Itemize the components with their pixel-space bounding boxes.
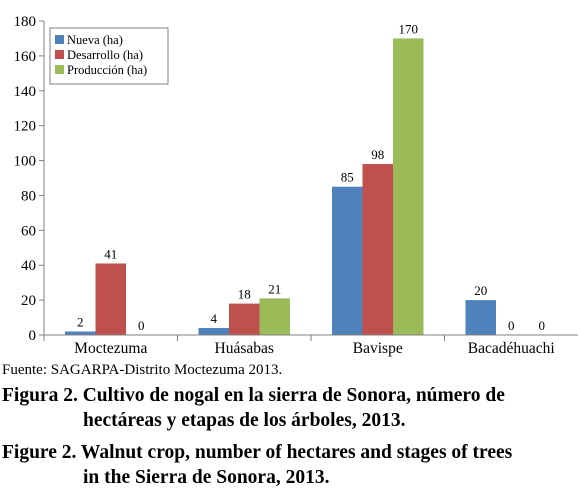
axes (43, 21, 578, 341)
caption-english-line-2: in the Sierra de Sonora, 2013. (83, 467, 330, 488)
data-label-bacadehuachi-nueva-ha: 20 (474, 283, 487, 298)
bars (65, 38, 496, 335)
y-tick-label: 160 (14, 49, 37, 65)
x-tick-label: Bavispe (353, 340, 403, 357)
legend-label-produccion-ha: Producción (ha) (67, 63, 147, 77)
bar-bavispe-nueva-ha (332, 186, 363, 335)
data-label-huasabas-produccion-ha: 21 (268, 281, 281, 296)
y-tick-label: 180 (14, 14, 37, 30)
bar-huasabas-produccion-ha (259, 298, 290, 335)
data-label-huasabas-nueva-ha: 4 (211, 311, 218, 326)
data-label-bacadehuachi-desarrollo-ha: 0 (508, 318, 515, 333)
legend-swatch-produccion-ha (55, 65, 64, 74)
data-label-bavispe-nueva-ha: 85 (341, 170, 354, 185)
y-tick-label: 20 (21, 293, 36, 309)
data-label-bavispe-produccion-ha: 170 (399, 21, 419, 36)
source-note: Fuente: SAGARPA-Distrito Moctezuma 2013. (2, 362, 283, 378)
y-axis-ticks: 0 20 40 60 80 100 120 140 160 180 (14, 14, 44, 344)
x-tick-label: Moctezuma (74, 340, 147, 357)
y-tick-label: 40 (21, 258, 36, 274)
data-label-bavispe-desarrollo-ha: 98 (371, 147, 384, 162)
legend: Nueva (ha)Desarrollo (ha)Producción (ha) (49, 27, 169, 85)
y-tick-label: 0 (29, 328, 37, 344)
bar-huasabas-nueva-ha (198, 328, 229, 335)
legend-swatch-desarrollo-ha (55, 50, 64, 59)
bar-data-labels: 2 41 0 4 18 21 85 98 170 20 0 0 (77, 21, 545, 333)
legend-label-desarrollo-ha: Desarrollo (ha) (67, 48, 143, 62)
bar-moctezuma-desarrollo-ha (95, 263, 126, 335)
legend-box (49, 27, 169, 85)
data-label-moctezuma-nueva-ha: 2 (77, 315, 84, 330)
x-tick-label: Huásabas (215, 340, 274, 357)
data-label-moctezuma-desarrollo-ha: 41 (104, 246, 117, 261)
bar-moctezuma-nueva-ha (65, 331, 96, 335)
bar-bavispe-produccion-ha (393, 38, 424, 335)
legend-label-nueva-ha: Nueva (ha) (67, 33, 123, 47)
bar-huasabas-desarrollo-ha (229, 303, 260, 335)
legend-swatch-nueva-ha (55, 35, 64, 44)
caption-spanish-line-2: hectáreas y etapas de los árboles, 2013. (83, 410, 406, 431)
y-tick-label: 140 (14, 84, 37, 100)
caption-english-line-1: Figure 2. Walnut crop, number of hectare… (2, 442, 513, 463)
y-tick-label: 80 (21, 188, 36, 204)
bar-bavispe-desarrollo-ha (362, 164, 393, 335)
data-label-moctezuma-produccion-ha: 0 (138, 318, 145, 333)
caption-spanish-line-1: Figura 2. Cultivo de nogal en la sierra … (2, 385, 505, 406)
data-label-huasabas-desarrollo-ha: 18 (238, 287, 251, 302)
x-tick-label: Bacadéhuachi (468, 340, 556, 357)
x-axis-tick-labels: Moctezuma Huásabas Bavispe Bacadéhuachi (74, 340, 555, 357)
bar-bacadehuachi-nueva-ha (465, 300, 496, 335)
y-tick-label: 60 (21, 223, 36, 239)
y-tick-label: 100 (14, 154, 37, 170)
data-label-bacadehuachi-produccion-ha: 0 (539, 318, 546, 333)
bar-chart: 0 20 40 60 80 100 120 140 160 180 2 41 0 4 18 21 85 98 17… (14, 14, 578, 357)
y-tick-label: 120 (14, 119, 37, 135)
